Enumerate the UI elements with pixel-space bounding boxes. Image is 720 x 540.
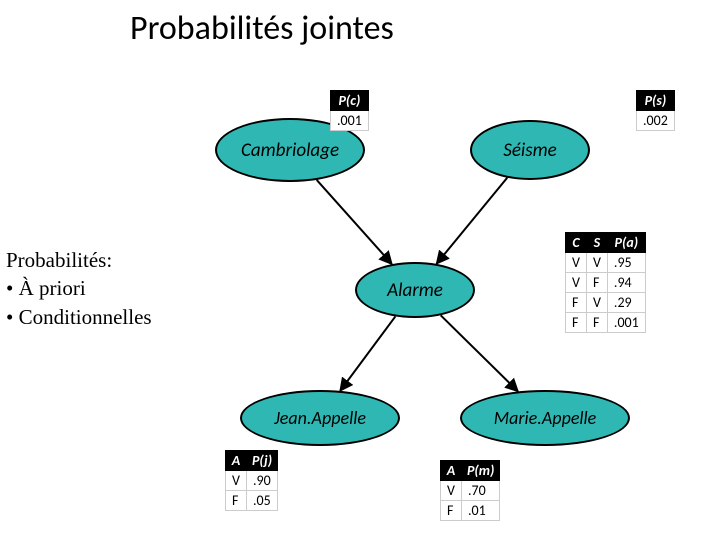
table-row: F.05 [226, 491, 278, 511]
table-row: FV.29 [566, 293, 646, 313]
table-pj: AP(j)V.90F.05 [225, 450, 278, 511]
node-jean: Jean.Appelle [240, 390, 400, 446]
table-pa: CSP(a)VV.95VF.94FV.29FF.001 [565, 232, 646, 333]
table-ps: P(s).002 [636, 90, 675, 131]
side-text: Probabilités: • À priori • Conditionnell… [6, 246, 152, 331]
table-cell: F [586, 273, 607, 293]
table-row: .001 [331, 111, 369, 131]
table-cell: .001 [607, 313, 645, 333]
table-cell: .90 [246, 471, 277, 491]
side-text-line: • Conditionnelles [6, 303, 152, 331]
table-cell: .05 [246, 491, 277, 511]
table-header-cell: A [226, 451, 247, 471]
edge-alarme-marie [441, 315, 518, 391]
side-text-line: • À priori [6, 274, 152, 302]
table-cell: .01 [461, 501, 499, 521]
table-pm: AP(m)V.70F.01 [440, 460, 500, 521]
table-row: F.01 [441, 501, 500, 521]
table-row: FF.001 [566, 313, 646, 333]
table-header-cell: P(j) [246, 451, 277, 471]
table-cell: V [441, 481, 462, 501]
table-row: VF.94 [566, 273, 646, 293]
table-row: .002 [637, 111, 675, 131]
table-cell: .95 [607, 253, 645, 273]
table-header-cell: S [586, 233, 607, 253]
table-cell: F [226, 491, 247, 511]
table-row: V.90 [226, 471, 278, 491]
edge-cambriolage-alarme [317, 180, 392, 264]
page-title: Probabilités jointes [130, 8, 394, 49]
table-cell: V [586, 253, 607, 273]
table-cell: V [226, 471, 247, 491]
table-header-cell: P(m) [461, 461, 499, 481]
table-cell: F [441, 501, 462, 521]
side-text-line: Probabilités: [6, 246, 152, 274]
node-seisme: Séisme [470, 120, 590, 180]
table-cell: .29 [607, 293, 645, 313]
table-cell: F [586, 313, 607, 333]
table-cell: .002 [637, 111, 675, 131]
table-cell: .94 [607, 273, 645, 293]
table-row: VV.95 [566, 253, 646, 273]
edge-alarme-jean [340, 316, 395, 390]
table-pc: P(c).001 [330, 90, 369, 131]
table-cell: V [566, 253, 587, 273]
table-header-cell: C [566, 233, 587, 253]
node-alarme: Alarme [355, 262, 475, 318]
table-header-cell: P(s) [637, 91, 675, 111]
table-header-cell: A [441, 461, 462, 481]
table-cell: F [566, 313, 587, 333]
table-cell: .001 [331, 111, 369, 131]
table-cell: V [586, 293, 607, 313]
node-marie: Marie.Appelle [460, 390, 630, 446]
table-header-cell: P(a) [607, 233, 645, 253]
table-row: V.70 [441, 481, 500, 501]
table-cell: V [566, 273, 587, 293]
table-cell: .70 [461, 481, 499, 501]
table-cell: F [566, 293, 587, 313]
edge-seisme-alarme [436, 178, 507, 264]
table-header-cell: P(c) [331, 91, 369, 111]
